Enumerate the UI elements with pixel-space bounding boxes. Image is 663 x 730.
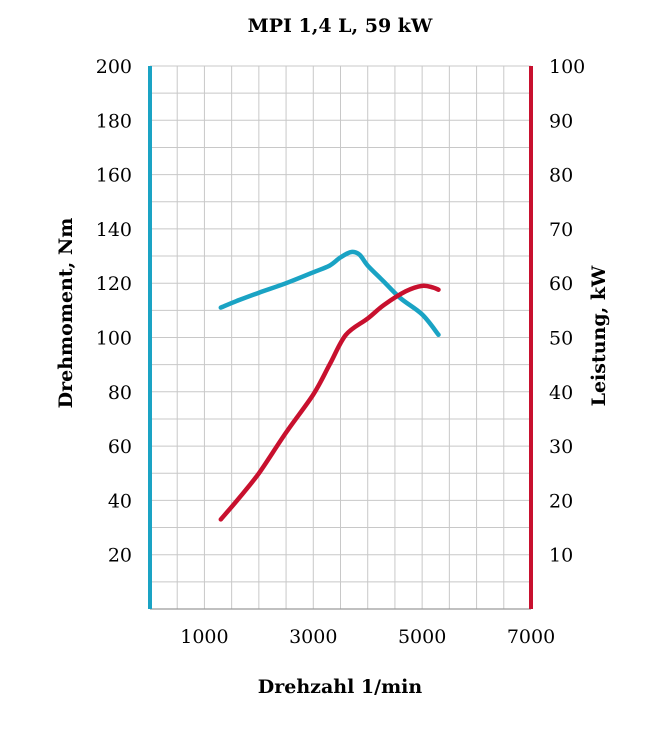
- data-series: [218, 249, 441, 522]
- y-tick-right-label: 50: [549, 328, 573, 350]
- y-tick-left-label: 140: [96, 219, 132, 241]
- y-tick-right-label: 80: [549, 165, 573, 187]
- y-tick-left-label: 120: [96, 273, 132, 295]
- grid-lines: [150, 65, 531, 610]
- tick-labels: 20 40 60 80 100 120 140 160 180 200 10 20 30 40 50 60 70…: [96, 56, 586, 648]
- y-tick-left-label: 200: [96, 56, 132, 78]
- y-tick-right-label: 70: [549, 219, 573, 241]
- x-tick-label: 3000: [289, 626, 337, 648]
- x-tick-label: 1000: [180, 626, 228, 648]
- y-axis-right-label: Leistung, kW: [588, 265, 610, 406]
- axes: [148, 66, 533, 609]
- y-tick-right-label: 30: [549, 436, 573, 458]
- y-tick-left-label: 40: [108, 490, 132, 512]
- x-tick-label: 5000: [398, 626, 446, 648]
- y-tick-left-label: 60: [108, 436, 132, 458]
- y-tick-right-label: 10: [549, 545, 573, 567]
- y-tick-right-label: 90: [549, 110, 573, 132]
- y-tick-right-label: 60: [549, 273, 573, 295]
- y-tick-left-label: 160: [96, 165, 132, 187]
- y-axis-left-label: Drehmoment, Nm: [55, 218, 77, 409]
- y-tick-left-label: 180: [96, 110, 132, 132]
- y-tick-left-label: 100: [96, 328, 132, 350]
- power-curve: [218, 283, 441, 522]
- y-tick-right-label: 100: [549, 56, 585, 78]
- chart-title: MPI 1,4 L, 59 kW: [248, 15, 433, 37]
- x-axis-label: Drehzahl 1/min: [258, 676, 423, 698]
- y-tick-right-label: 40: [549, 382, 573, 404]
- x-tick-label: 7000: [507, 626, 555, 648]
- y-tick-left-label: 80: [108, 382, 132, 404]
- y-tick-right-label: 20: [549, 490, 573, 512]
- y-tick-left-label: 20: [108, 545, 132, 567]
